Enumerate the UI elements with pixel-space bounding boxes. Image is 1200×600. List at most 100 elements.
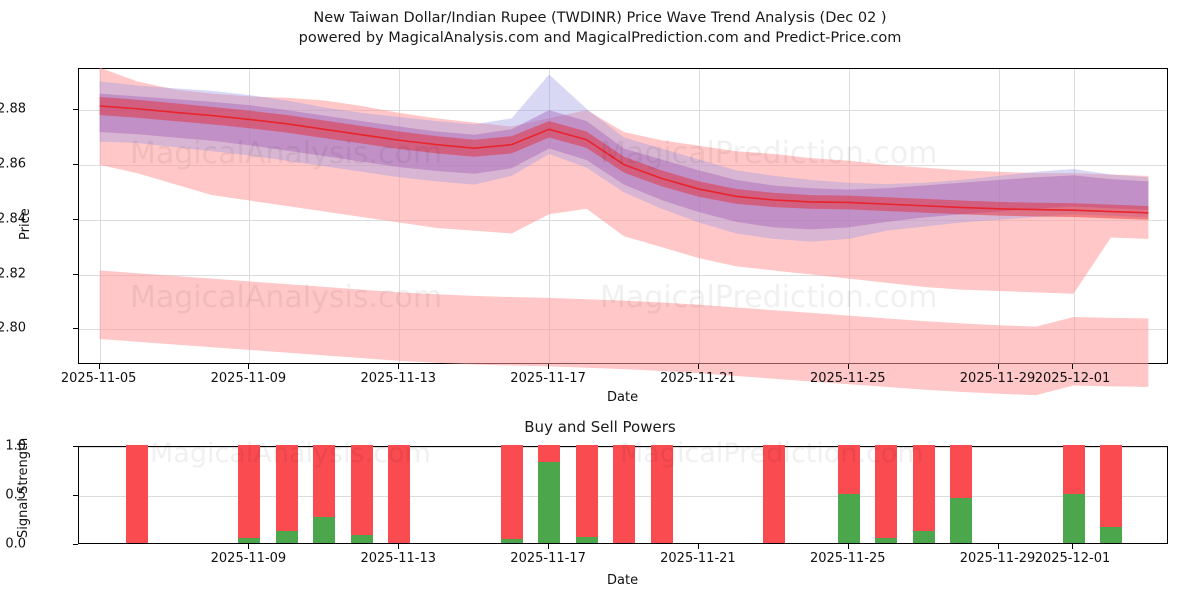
price-band-purple-wave-band-mid (99, 93, 1149, 230)
price-x-tick-label: 2025-11-17 (510, 371, 586, 386)
signal-bar-buy-segment (950, 497, 973, 543)
signal-bar-sell-segment (538, 445, 561, 462)
signal-bar[interactable] (538, 445, 561, 543)
signal-bar-sell-segment (1099, 445, 1122, 528)
signal-x-tick-mark (847, 544, 849, 549)
signal-x-tick-mark (697, 544, 699, 549)
signal-bar[interactable] (762, 445, 785, 543)
signal-y-tick-mark (73, 446, 78, 447)
signal-bar-sell-segment (837, 445, 860, 494)
signal-y-tick-label: 0.5 (5, 487, 26, 503)
signal-bar[interactable] (500, 445, 523, 543)
signal-bar[interactable] (613, 445, 635, 543)
price-y-tick-mark (73, 218, 78, 220)
signal-bar[interactable] (388, 445, 411, 543)
price-y-tick-mark (73, 109, 78, 111)
signal-bar-sell-segment (388, 445, 411, 543)
signal-bar-sell-segment (613, 445, 635, 543)
price-gridline-v (249, 69, 251, 363)
signal-bar-buy-segment (313, 516, 336, 543)
price-y-tick-label: 2.84 (0, 211, 26, 227)
price-band-outer-red-lower-band (99, 270, 1149, 396)
signal-bar-sell-segment (313, 445, 336, 517)
price-y-tick-label: 2.88 (0, 101, 26, 117)
signal-x-tick-mark (1072, 544, 1074, 549)
signal-bar-sell-segment (238, 445, 261, 539)
signal-x-tick-mark (548, 544, 550, 549)
signal-bar[interactable] (238, 445, 261, 543)
signal-y-tick-mark (73, 495, 78, 496)
signal-bar-buy-segment (350, 535, 373, 543)
price-x-tick-label: 2025-11-29 (959, 371, 1036, 386)
price-x-tick-mark (98, 364, 100, 369)
signal-bar-buy-segment (238, 538, 261, 543)
price-gridline-h (79, 110, 1167, 112)
signal-bar[interactable] (650, 445, 673, 543)
signal-bar-buy-segment (912, 531, 935, 543)
price-x-axis-title: Date (607, 390, 639, 405)
signal-bar[interactable] (875, 445, 898, 543)
price-y-tick-label: 2.80 (0, 320, 26, 336)
signal-x-tick-label: 2025-12-01 (1034, 551, 1111, 566)
signal-y-tick-mark (73, 544, 78, 545)
price-band-inner-red-band (99, 96, 1149, 220)
signal-bar-sell-segment (275, 445, 298, 532)
signal-bar-buy-segment (1099, 527, 1122, 543)
signal-bar[interactable] (837, 445, 860, 543)
signal-bar-sell-segment (126, 445, 149, 543)
signal-bar[interactable] (575, 445, 598, 543)
signal-x-tick-label: 2025-11-13 (360, 551, 437, 566)
signal-bar-buy-segment (500, 539, 523, 543)
signal-x-tick-label: 2025-11-25 (809, 551, 886, 566)
signal-bar[interactable] (275, 445, 298, 543)
signal-bar-buy-segment (575, 537, 598, 543)
signal-x-tick-mark (248, 544, 250, 549)
signal-bar-sell-segment (950, 445, 973, 498)
price-x-tick-label: 2025-11-13 (360, 371, 437, 386)
signal-bar-sell-segment (912, 445, 935, 532)
signal-y-axis-title: Signal Strength (16, 437, 31, 538)
price-y-tick-mark (73, 163, 78, 165)
price-gridline-h (79, 274, 1167, 276)
signal-bar[interactable] (1099, 445, 1122, 543)
signal-bar-sell-segment (575, 445, 598, 538)
signal-bar-buy-segment (1062, 494, 1085, 543)
signal-bar-sell-segment (650, 445, 673, 543)
price-x-tick-mark (847, 364, 849, 369)
chart-title-block: New Taiwan Dollar/Indian Rupee (TWDINR) … (0, 8, 1200, 48)
signal-bar[interactable] (950, 445, 973, 543)
price-x-tick-label: 2025-11-09 (210, 371, 287, 386)
price-y-tick-mark (73, 273, 78, 275)
price-x-tick-mark (248, 364, 250, 369)
signal-bar-buy-segment (837, 494, 860, 543)
signal-bar[interactable] (126, 445, 149, 543)
price-x-tick-mark (398, 364, 400, 369)
signal-bar[interactable] (912, 445, 935, 543)
signal-bar[interactable] (350, 445, 373, 543)
signal-bar-buy-segment (538, 461, 561, 543)
signal-bar-buy-segment (275, 531, 298, 543)
signal-bar[interactable] (313, 445, 336, 543)
signal-bar-sell-segment (500, 445, 523, 540)
price-x-tick-label: 2025-11-05 (60, 371, 137, 386)
price-x-tick-mark (997, 364, 999, 369)
price-x-tick-label: 2025-11-25 (809, 371, 886, 386)
price-wave-bands (99, 67, 1149, 396)
signal-bar[interactable] (1062, 445, 1085, 543)
price-y-axis-title: Price (18, 208, 33, 240)
signal-chart-panel (78, 445, 1168, 544)
price-x-tick-mark (1072, 364, 1074, 369)
price-x-tick-label: 2025-12-01 (1034, 371, 1111, 386)
price-y-tick-label: 2.86 (0, 156, 26, 172)
price-gridline-v (549, 69, 551, 363)
signal-y-tick-label: 1.0 (5, 438, 26, 454)
signal-x-tick-mark (398, 544, 400, 549)
page-subtitle-credits: powered by MagicalAnalysis.com and Magic… (298, 30, 902, 46)
signal-bar-sell-segment (762, 445, 785, 543)
signal-bar-sell-segment (1062, 445, 1085, 494)
price-band-outer-red-upper-band (99, 67, 1149, 294)
price-x-tick-label: 2025-11-21 (660, 371, 736, 386)
signal-panel-title: Buy and Sell Powers (524, 418, 676, 436)
signal-x-tick-label: 2025-11-17 (510, 551, 586, 566)
